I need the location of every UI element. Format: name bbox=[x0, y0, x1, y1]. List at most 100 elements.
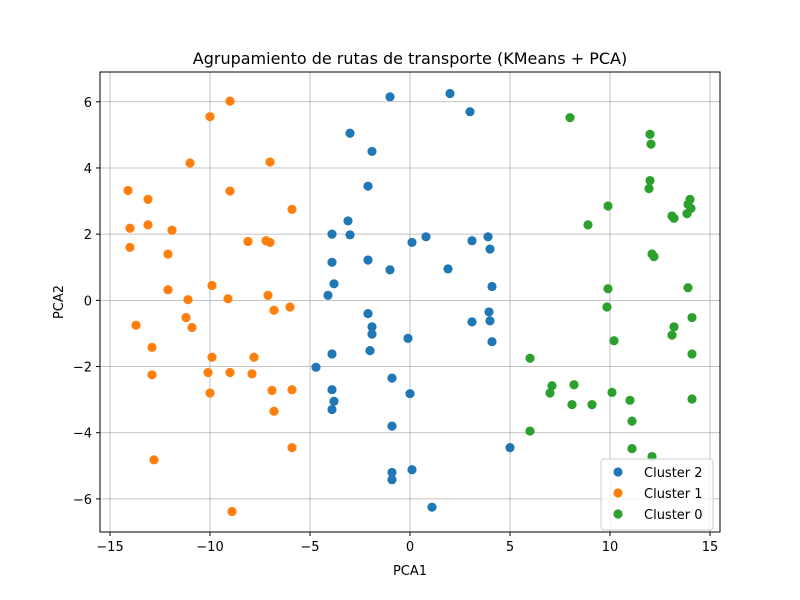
data-point bbox=[421, 232, 431, 242]
data-point bbox=[649, 252, 659, 262]
data-point bbox=[467, 236, 477, 246]
data-point bbox=[669, 322, 679, 332]
x-axis-ticks: −15 −10 −5 0 5 10 15 bbox=[96, 532, 718, 555]
data-point bbox=[183, 295, 193, 305]
data-point bbox=[363, 255, 373, 265]
data-point bbox=[225, 367, 235, 378]
data-point bbox=[465, 107, 475, 117]
legend-marker bbox=[613, 488, 623, 498]
data-point bbox=[603, 201, 613, 211]
data-point bbox=[125, 242, 135, 252]
data-point bbox=[147, 342, 157, 352]
data-point bbox=[387, 421, 397, 431]
x-tick-label: −10 bbox=[196, 540, 223, 555]
data-point bbox=[609, 336, 619, 346]
legend-label: Cluster 1 bbox=[644, 487, 703, 502]
data-point bbox=[269, 406, 279, 416]
data-point bbox=[445, 88, 455, 99]
data-point bbox=[682, 209, 692, 219]
data-point bbox=[687, 394, 697, 404]
data-point bbox=[407, 465, 417, 475]
data-point bbox=[602, 302, 612, 312]
data-point bbox=[149, 455, 159, 465]
data-point bbox=[505, 443, 515, 453]
data-point bbox=[323, 290, 333, 300]
y-tick-label: 0 bbox=[84, 294, 92, 309]
data-point bbox=[125, 223, 135, 233]
x-tick-label: −15 bbox=[96, 540, 123, 555]
data-point bbox=[143, 194, 153, 205]
data-point bbox=[187, 322, 197, 333]
y-tick-label: 2 bbox=[84, 228, 92, 243]
data-point bbox=[329, 396, 339, 406]
data-point bbox=[287, 204, 297, 214]
data-point bbox=[569, 380, 579, 390]
data-point bbox=[387, 467, 397, 478]
data-point bbox=[345, 230, 355, 240]
y-tick-label: −2 bbox=[73, 361, 92, 376]
data-point bbox=[645, 175, 655, 186]
x-tick-label: 15 bbox=[702, 540, 719, 555]
x-axis-label: PCA1 bbox=[393, 564, 427, 579]
data-point bbox=[387, 475, 397, 485]
data-point bbox=[687, 349, 697, 359]
data-point bbox=[365, 346, 375, 356]
legend-box bbox=[600, 458, 714, 531]
data-point bbox=[311, 362, 321, 372]
data-point bbox=[181, 312, 191, 323]
data-point bbox=[645, 129, 655, 139]
data-point bbox=[249, 352, 259, 362]
data-points bbox=[123, 88, 697, 517]
data-point bbox=[525, 426, 535, 436]
data-point bbox=[683, 283, 693, 293]
data-point bbox=[163, 285, 173, 295]
series-cluster-1 bbox=[123, 96, 297, 517]
x-tick-label: 5 bbox=[506, 540, 514, 555]
legend-marker bbox=[613, 509, 623, 519]
data-point bbox=[287, 443, 297, 453]
data-point bbox=[403, 333, 413, 344]
data-point bbox=[443, 264, 453, 274]
y-axis-label: PCA2 bbox=[52, 285, 67, 319]
series-cluster-0 bbox=[525, 113, 697, 462]
data-point bbox=[484, 307, 494, 317]
data-point bbox=[407, 237, 417, 248]
legend-label: Cluster 2 bbox=[644, 466, 703, 481]
data-point bbox=[583, 220, 593, 230]
data-point bbox=[405, 389, 415, 399]
data-point bbox=[203, 367, 213, 378]
data-point bbox=[205, 112, 215, 122]
data-point bbox=[265, 157, 275, 167]
data-point bbox=[207, 352, 217, 362]
data-point bbox=[227, 506, 237, 517]
data-point bbox=[247, 369, 257, 379]
data-point bbox=[163, 249, 173, 259]
data-point bbox=[485, 316, 495, 326]
data-point bbox=[487, 281, 497, 292]
data-point bbox=[329, 279, 339, 289]
data-point bbox=[603, 284, 613, 294]
data-point bbox=[485, 244, 495, 254]
data-point bbox=[327, 229, 337, 239]
data-point bbox=[385, 92, 395, 102]
data-point bbox=[627, 416, 637, 426]
data-point bbox=[223, 294, 233, 304]
data-point bbox=[243, 236, 253, 247]
data-point bbox=[687, 312, 697, 323]
data-point bbox=[123, 185, 133, 196]
y-axis-ticks: −6 −4 −2 0 2 4 6 bbox=[73, 96, 100, 508]
plot-area: −15 −10 −5 0 5 10 15 −6 −4 −2 0 2 4 6 bbox=[73, 71, 721, 555]
data-point bbox=[427, 502, 437, 512]
data-point bbox=[345, 128, 355, 138]
data-point bbox=[667, 330, 677, 340]
data-point bbox=[263, 290, 273, 300]
data-point bbox=[644, 183, 654, 194]
legend-marker bbox=[613, 467, 623, 477]
data-point bbox=[587, 399, 597, 410]
data-point bbox=[327, 349, 337, 359]
data-point bbox=[367, 146, 377, 157]
data-point bbox=[363, 181, 373, 191]
data-point bbox=[143, 220, 153, 230]
series-cluster-2 bbox=[311, 88, 515, 512]
